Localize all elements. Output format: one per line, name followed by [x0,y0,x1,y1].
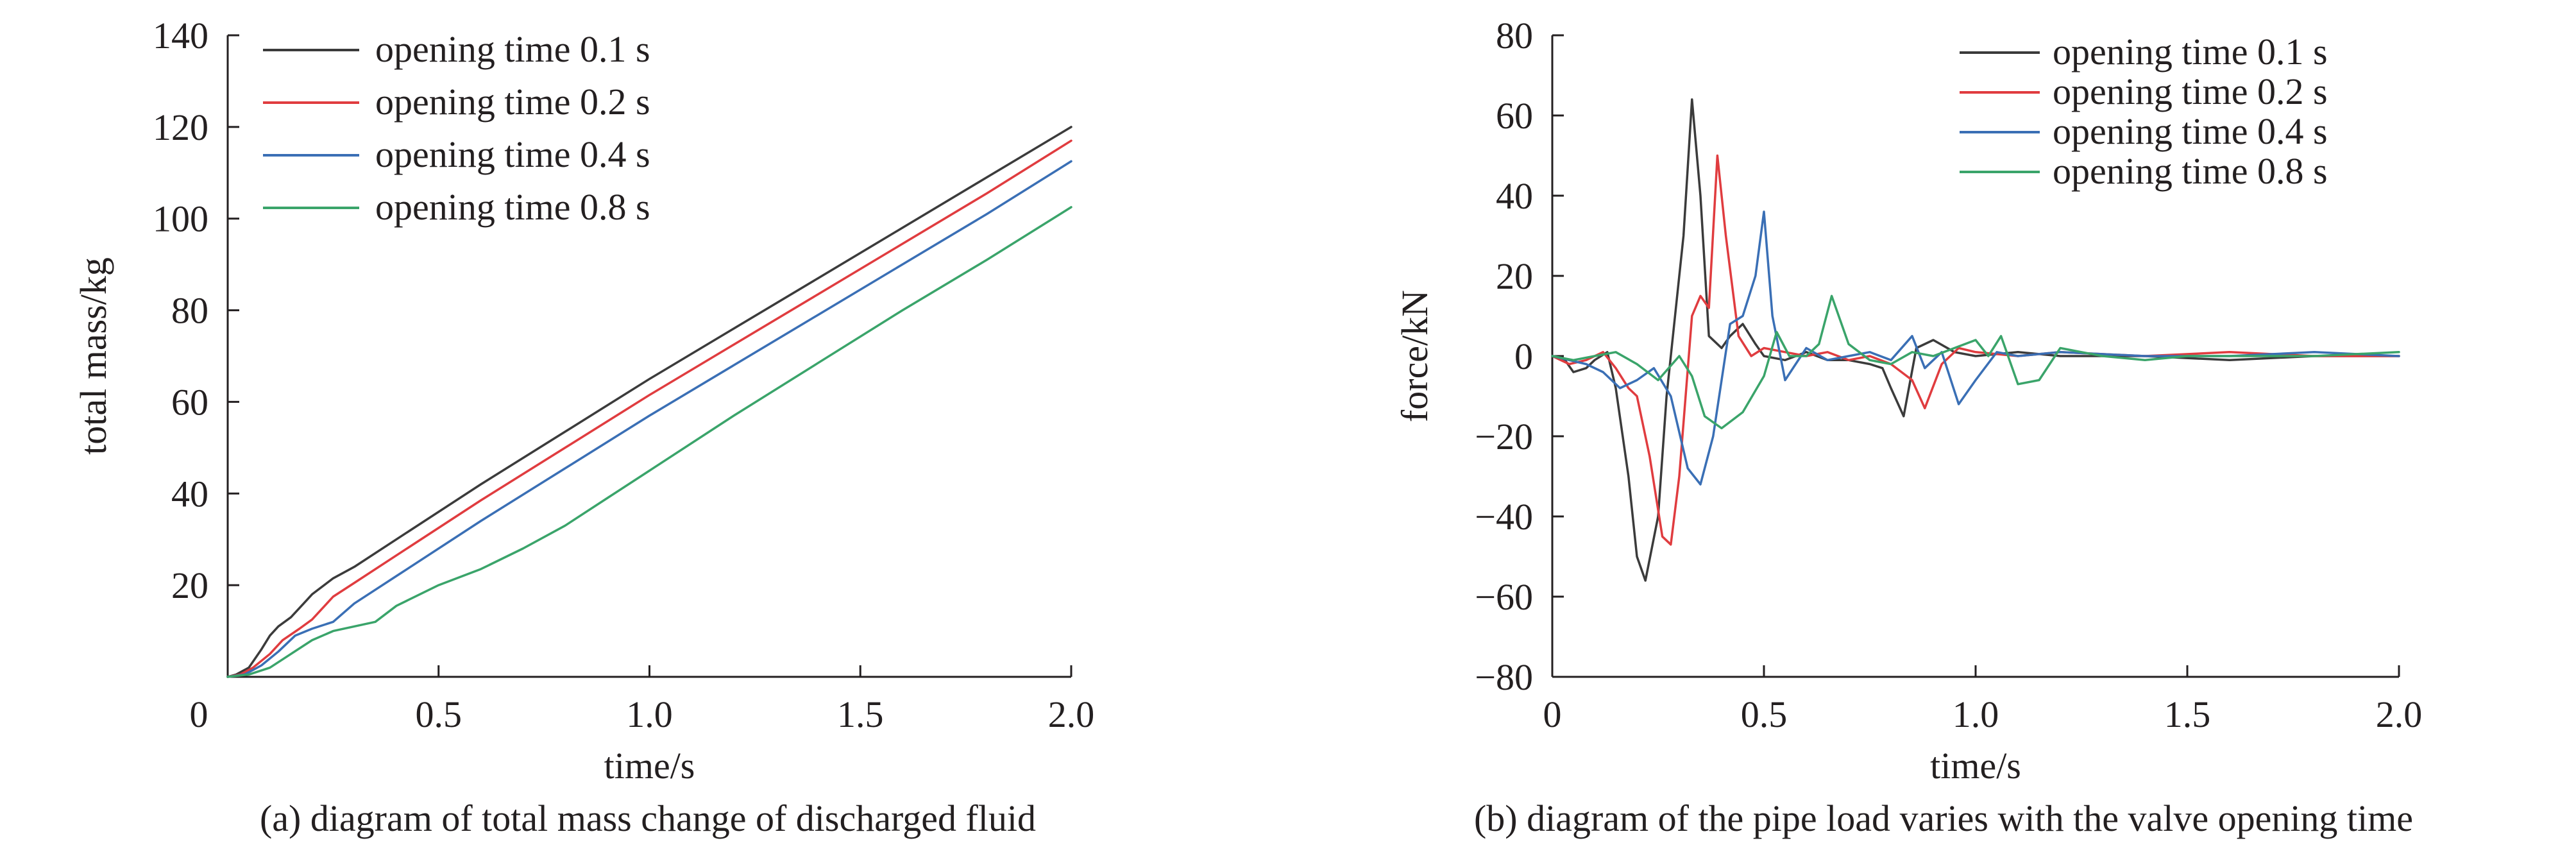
a-x-axis-title: time/s [604,745,695,787]
chart-b-pipe-load: 0 0.5 1.0 1.5 2.0 −80 −60 −40 −20 0 20 40 60 80 time/s… [1394,15,2422,839]
b-series-line-1 [1551,98,2400,582]
a-y-tick-label: 40 [171,473,208,515]
b-legend-label-3: opening time 0.4 s [2053,110,2328,152]
b-series-line-4 [1551,294,2400,430]
a-y-tick-label: 80 [171,290,208,332]
a-x-tick-label: 0.5 [416,694,462,735]
a-x-tick-label: 2.0 [1048,694,1095,735]
a-y-tick-label: 60 [171,381,208,423]
b-x-tick-label: 1.0 [1953,694,1999,735]
a-y-axis-title: total mass/kg [72,257,114,455]
a-legend-label-1: opening time 0.1 s [375,28,650,70]
b-y-tick-label: 20 [1496,255,1533,297]
b-x-tick-label: 0 [1543,694,1562,735]
b-y-tick-label: 80 [1496,15,1533,56]
b-x-axis-title: time/s [1930,745,2021,787]
b-legend-label-2: opening time 0.2 s [2053,71,2328,112]
a-legend-label-4: opening time 0.8 s [375,186,650,228]
b-legend-label-4: opening time 0.8 s [2053,150,2328,192]
a-series-line-2 [226,139,1072,678]
a-series-line-1 [226,126,1072,678]
b-y-tick-label: 0 [1514,336,1533,377]
b-y-tick-label: −60 [1475,576,1533,618]
a-y-tick-label: 120 [153,106,208,148]
a-caption: (a) diagram of total mass change of disc… [260,797,1036,839]
a-x-tick-label: 1.5 [837,694,884,735]
b-y-tick-label: −80 [1475,656,1533,698]
b-series-line-3 [1551,210,2400,486]
b-y-axis-title: force/kN [1394,290,1436,422]
b-y-tick-label: 40 [1496,175,1533,217]
a-y-tick-label: 100 [153,198,208,240]
a-x-tick-label: 0 [190,694,208,735]
a-y-tick-label: 20 [171,565,208,606]
b-y-tick-label: 60 [1496,95,1533,137]
b-x-tick-label: 2.0 [2376,694,2423,735]
a-legend-label-2: opening time 0.2 s [375,81,650,123]
a-y-tick-label: 140 [153,15,208,56]
a-x-tick-label: 1.0 [626,694,673,735]
a-legend-label-3: opening time 0.4 s [375,133,650,175]
chart-a-total-mass: 0 0.5 1.0 1.5 2.0 20 40 60 80 100 120 140 time/s tota… [72,15,1094,839]
b-legend-label-1: opening time 0.1 s [2053,31,2328,72]
b-series-line-2 [1551,154,2400,546]
b-x-tick-label: 0.5 [1741,694,1788,735]
a-series-line-4 [226,206,1072,678]
b-y-tick-label: −20 [1475,416,1533,457]
a-series-line-3 [226,160,1072,678]
b-caption: (b) diagram of the pipe load varies with… [1474,797,2413,839]
b-y-tick-label: −40 [1475,496,1533,538]
b-x-tick-label: 1.5 [2164,694,2211,735]
